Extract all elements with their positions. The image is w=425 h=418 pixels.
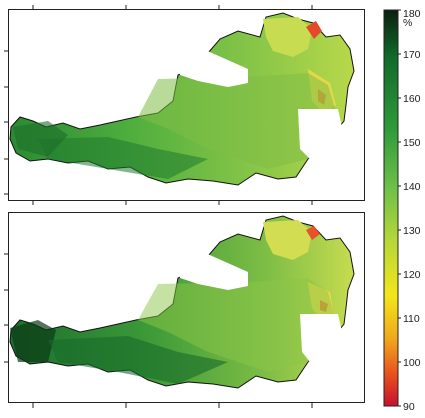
map-top-svg: [4, 5, 365, 205]
map-frame: [8, 9, 365, 201]
x-ticks: [32, 5, 313, 205]
legend-unit: %: [403, 17, 412, 29]
map-panel-top: [4, 5, 365, 205]
legend-tick-label: 130: [403, 225, 421, 237]
map-panel-bottom: [4, 212, 365, 408]
map-top-hotspots: [13, 17, 342, 179]
legend-tick-label: 90: [403, 401, 415, 413]
legend-ticks: 180 170 160 150 140 130 120 110 100 90: [398, 8, 421, 413]
y-ticks: [4, 50, 8, 195]
legend-tick-label: 100: [403, 357, 421, 369]
legend-tick-label: 160: [403, 93, 421, 105]
y-ticks: [4, 253, 8, 363]
legend-colorbar: [383, 9, 399, 407]
map-bottom-hotspots: [10, 220, 342, 384]
legend-tick-label: 180: [403, 8, 421, 20]
legend-tick-label: 120: [403, 269, 421, 281]
legend-tick-label: 150: [403, 137, 421, 149]
x-ticks: [32, 403, 313, 408]
map-bottom-svg: [4, 212, 365, 408]
legend-tick-label: 140: [403, 181, 421, 193]
legend-tick-label: 170: [403, 49, 421, 61]
map-frame: [8, 212, 365, 403]
legend-tick-label: 110: [403, 313, 420, 325]
